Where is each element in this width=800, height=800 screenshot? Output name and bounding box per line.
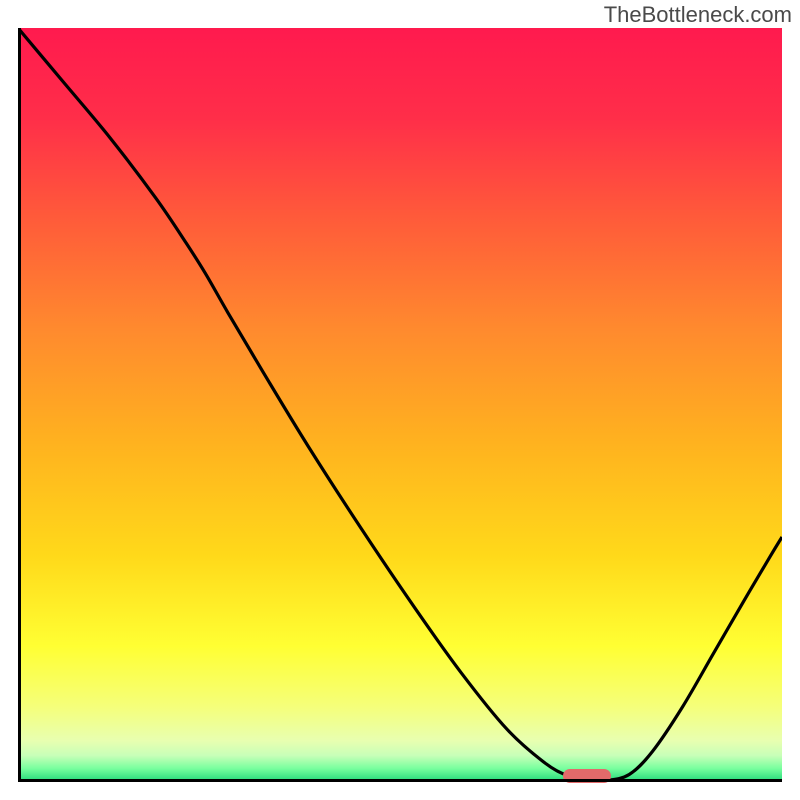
plot-curve	[18, 28, 782, 782]
plot-area	[18, 28, 782, 782]
attribution-label: TheBottleneck.com	[604, 2, 792, 28]
optimum-marker	[563, 769, 610, 783]
